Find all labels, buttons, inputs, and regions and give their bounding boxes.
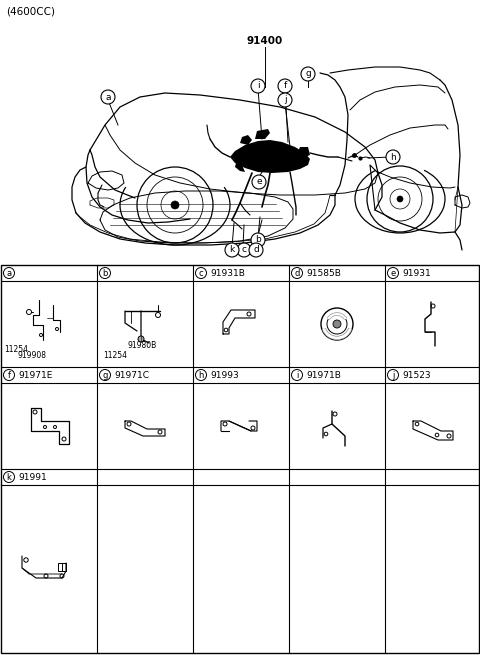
Text: 91991: 91991	[18, 472, 47, 481]
Text: 91585B: 91585B	[306, 269, 341, 278]
Circle shape	[99, 369, 110, 381]
Circle shape	[265, 142, 271, 148]
Text: 91931: 91931	[402, 269, 431, 278]
Text: 11254: 11254	[4, 345, 28, 354]
Circle shape	[386, 150, 400, 164]
Text: i: i	[257, 81, 259, 90]
Text: f: f	[283, 81, 287, 90]
Circle shape	[278, 79, 292, 93]
Circle shape	[249, 243, 263, 257]
Bar	[58, 563, 66, 571]
Text: h: h	[198, 371, 204, 379]
Circle shape	[138, 336, 144, 342]
Text: k: k	[229, 246, 235, 255]
Text: a: a	[105, 92, 111, 102]
Circle shape	[225, 243, 239, 257]
Text: (4600CC): (4600CC)	[6, 7, 55, 17]
Text: g: g	[102, 371, 108, 379]
Circle shape	[195, 369, 206, 381]
Text: c: c	[241, 246, 247, 255]
Circle shape	[291, 369, 302, 381]
Circle shape	[252, 175, 266, 189]
Circle shape	[237, 243, 251, 257]
Circle shape	[171, 201, 179, 209]
Circle shape	[3, 369, 14, 381]
Text: d: d	[294, 269, 300, 278]
Text: 91971B: 91971B	[306, 371, 341, 379]
Circle shape	[249, 144, 255, 150]
Circle shape	[251, 233, 265, 247]
Text: 91523: 91523	[402, 371, 431, 379]
Circle shape	[333, 320, 341, 328]
Text: 91931B: 91931B	[210, 269, 245, 278]
Text: 91993: 91993	[210, 371, 239, 379]
Text: j: j	[392, 371, 394, 379]
Circle shape	[195, 267, 206, 278]
Text: e: e	[390, 269, 396, 278]
Circle shape	[291, 267, 302, 278]
Circle shape	[251, 79, 265, 93]
Text: c: c	[199, 269, 204, 278]
Text: 919908: 919908	[17, 352, 46, 360]
Text: k: k	[7, 472, 12, 481]
Polygon shape	[255, 129, 270, 139]
Text: 91980B: 91980B	[127, 341, 156, 350]
Circle shape	[279, 152, 285, 158]
Polygon shape	[240, 135, 252, 145]
Text: i: i	[296, 371, 298, 379]
Text: f: f	[8, 371, 11, 379]
Circle shape	[101, 90, 115, 104]
Text: b: b	[255, 236, 261, 244]
Polygon shape	[235, 163, 245, 172]
Text: 91400: 91400	[247, 36, 283, 46]
Polygon shape	[298, 147, 310, 157]
Text: 91971E: 91971E	[18, 371, 52, 379]
Circle shape	[387, 267, 398, 278]
Text: 11254: 11254	[103, 350, 127, 360]
Circle shape	[301, 67, 315, 81]
Polygon shape	[230, 140, 310, 173]
Circle shape	[387, 369, 398, 381]
Text: b: b	[102, 269, 108, 278]
Circle shape	[278, 93, 292, 107]
Text: d: d	[253, 246, 259, 255]
Text: g: g	[305, 69, 311, 79]
Bar	[1, 265, 479, 653]
Text: e: e	[256, 178, 262, 187]
Circle shape	[3, 267, 14, 278]
Text: j: j	[284, 96, 286, 105]
Circle shape	[397, 196, 403, 202]
Circle shape	[233, 152, 239, 158]
Text: 91971C: 91971C	[114, 371, 149, 379]
Text: h: h	[390, 153, 396, 162]
Circle shape	[99, 267, 110, 278]
Circle shape	[3, 472, 14, 483]
Text: a: a	[6, 269, 12, 278]
